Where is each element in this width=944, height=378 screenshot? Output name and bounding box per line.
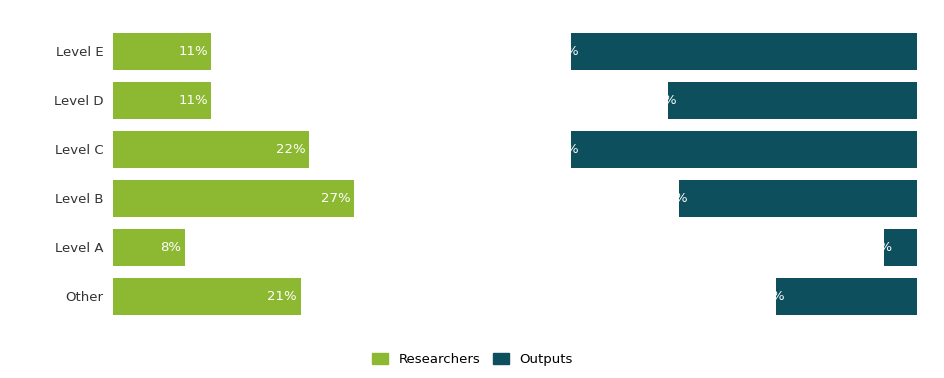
Bar: [113, 278, 300, 315]
Text: 21%: 21%: [267, 290, 296, 303]
Bar: [113, 82, 211, 119]
Bar: [113, 229, 184, 266]
Text: 23%: 23%: [647, 94, 676, 107]
Text: 13%: 13%: [754, 290, 784, 303]
Text: 27%: 27%: [320, 192, 350, 205]
Bar: [884, 229, 916, 266]
Bar: [679, 180, 916, 217]
Text: 11%: 11%: [178, 45, 208, 58]
Text: 32%: 32%: [549, 143, 579, 156]
Bar: [667, 82, 916, 119]
Text: 3%: 3%: [871, 241, 892, 254]
Bar: [775, 278, 916, 315]
Text: 11%: 11%: [178, 94, 208, 107]
Legend: Researchers, Outputs: Researchers, Outputs: [366, 348, 578, 372]
Bar: [570, 33, 916, 70]
Bar: [570, 131, 916, 168]
Text: 8%: 8%: [160, 241, 181, 254]
Text: 32%: 32%: [549, 45, 579, 58]
Text: 22%: 22%: [276, 143, 306, 156]
Text: 22%: 22%: [657, 192, 687, 205]
Bar: [113, 180, 354, 217]
Bar: [113, 33, 211, 70]
Bar: [113, 131, 309, 168]
